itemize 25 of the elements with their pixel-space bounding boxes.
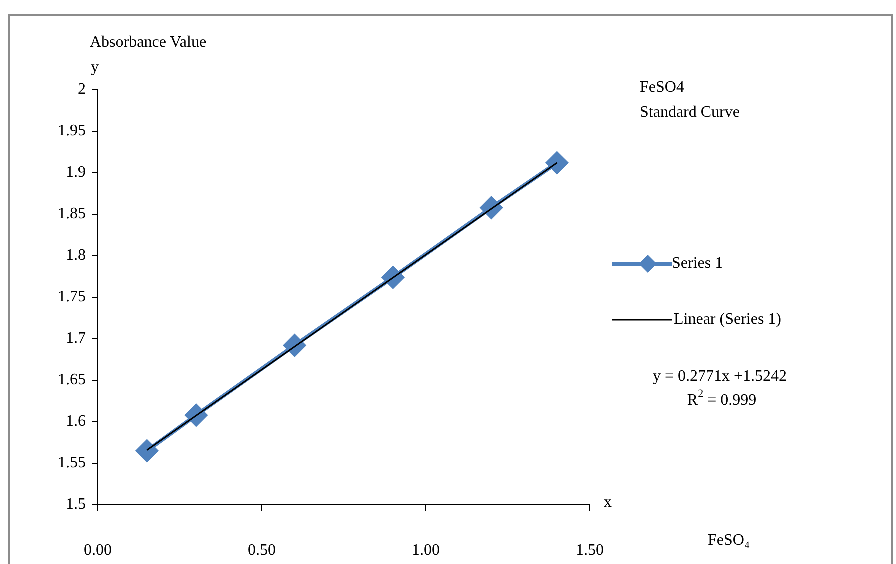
text: FeSO4 Standard Curve [640,79,740,122]
y-tick-label: 1.55 [58,454,86,472]
y-tick-label: 1.95 [58,122,86,140]
y-tick-label: 1.5 [66,496,86,514]
text: y = 0.2771x +1.5242 [652,368,788,386]
point [546,152,568,174]
point [136,440,158,462]
text: x [604,494,612,512]
y-tick-label: 1.7 [66,330,86,348]
y-tick-label: 1.85 [58,206,86,223]
x-tick-label: 1.00 [412,542,440,559]
x-tick-label: 1.50 [576,542,604,559]
y-tick-label: 1.6 [66,413,86,430]
text: FeSO₄ [708,532,750,550]
y-tick-label: 1.8 [66,247,86,264]
y-tick-label: 1.75 [58,288,86,306]
y-tick-label: 2 [78,81,86,98]
x-tick-label: 0.00 [84,542,112,559]
legend-label: Linear (Series 1) [674,311,782,328]
x-tick-label: 0.50 [248,542,276,559]
y-axis-title: Absorbance Value [90,34,207,52]
y-tick-label: 1.65 [58,372,86,389]
legend-label: Series 1 [672,255,724,272]
y-tick-label: 1.9 [66,164,86,182]
text: y [91,59,99,76]
